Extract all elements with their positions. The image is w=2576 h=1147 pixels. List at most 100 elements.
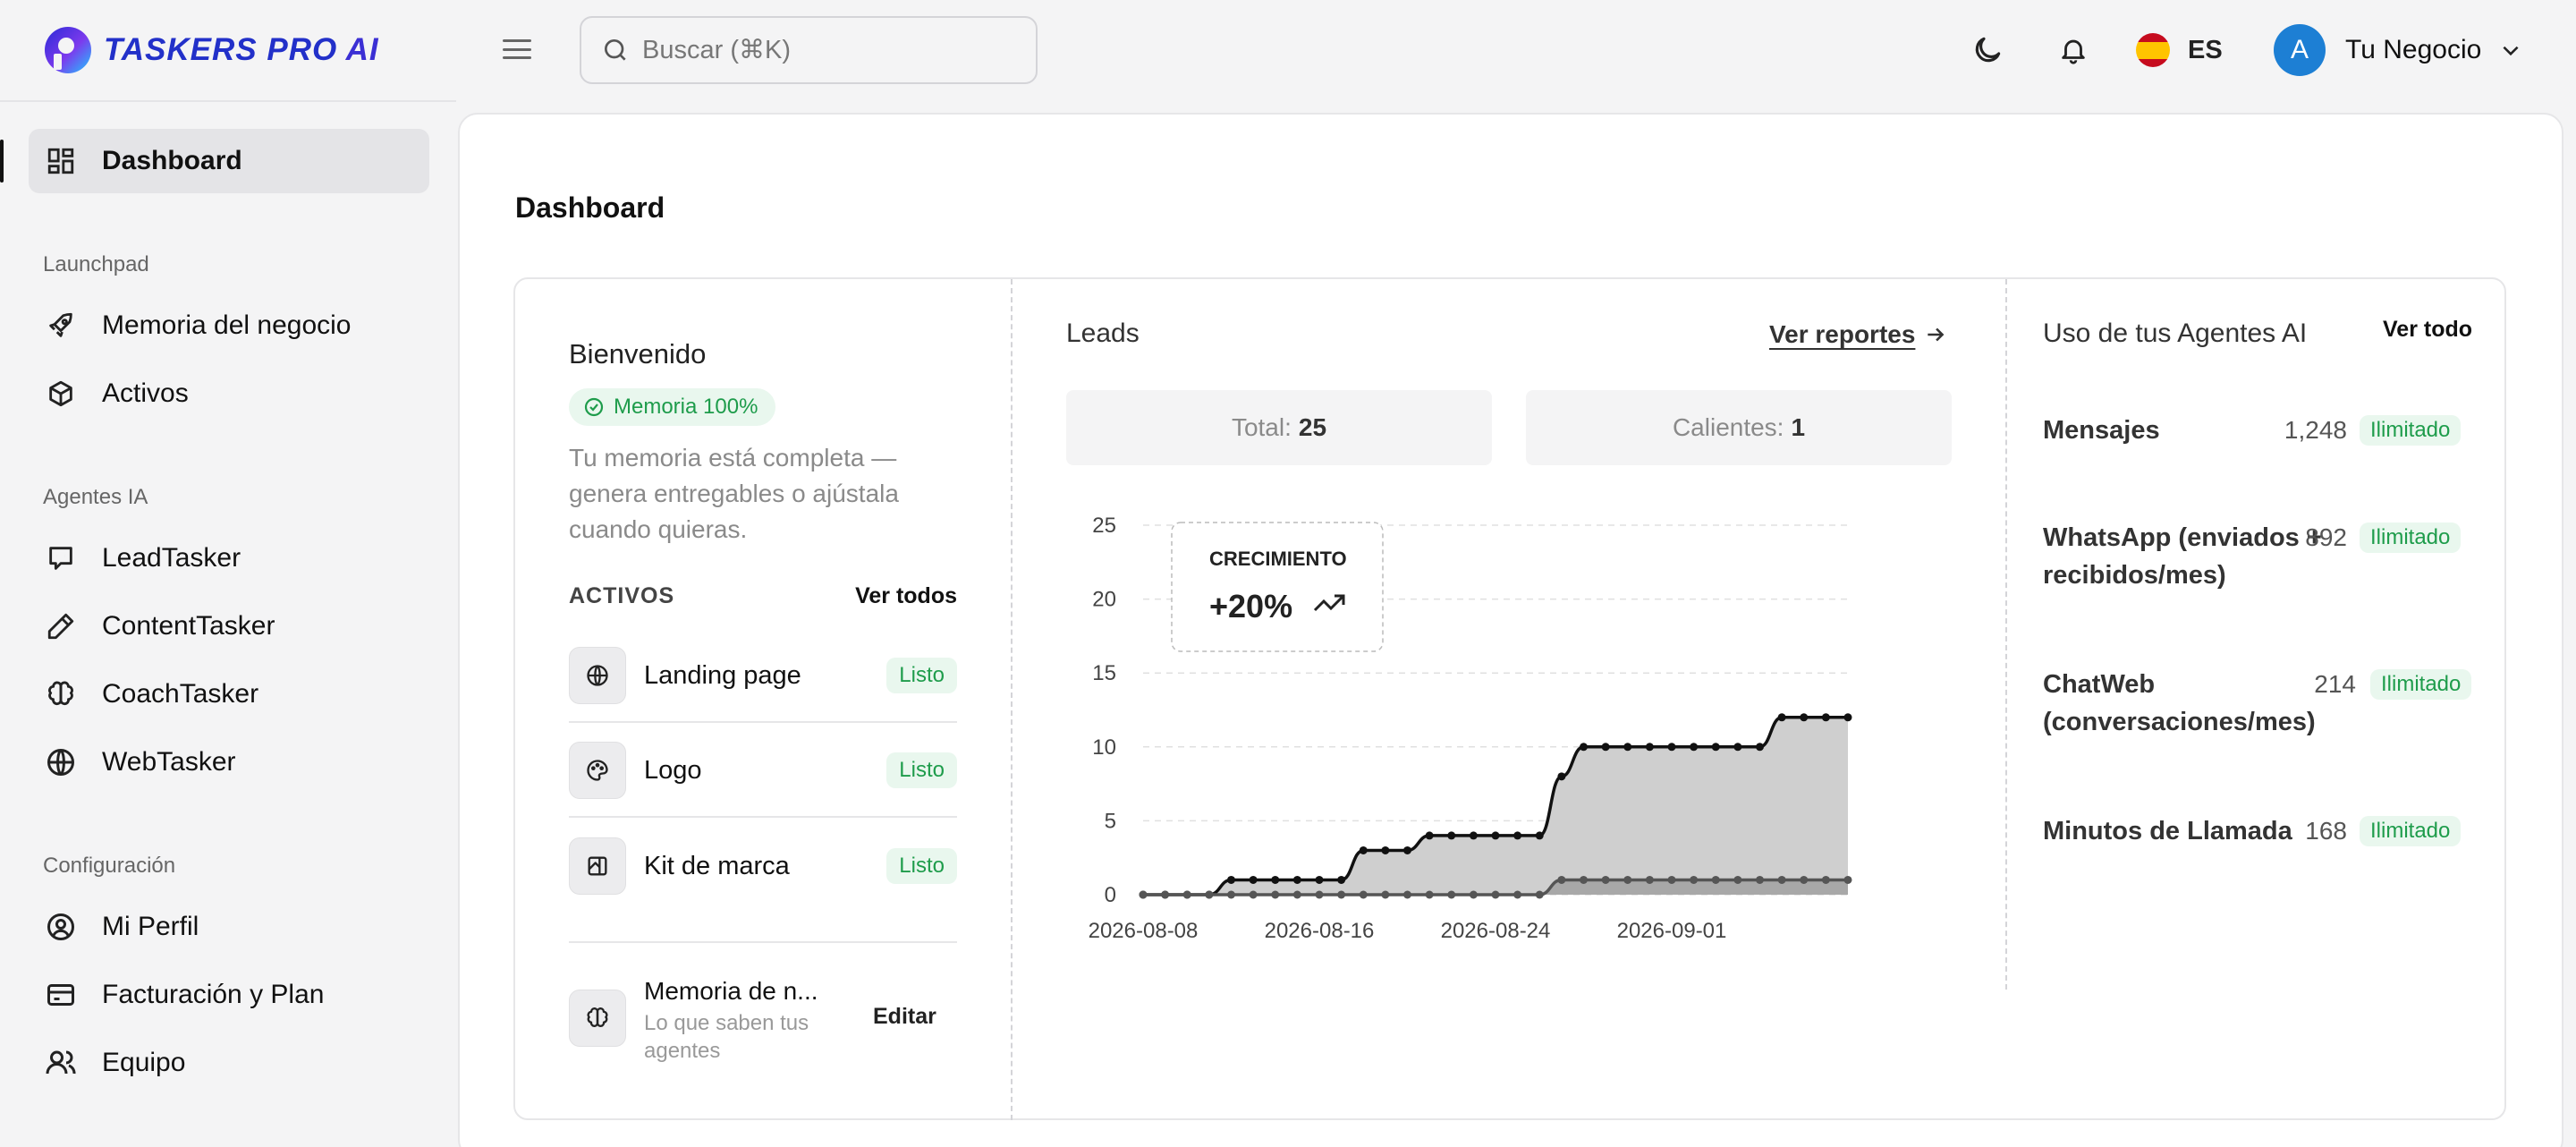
data-point — [1337, 890, 1346, 899]
y-tick-label: 10 — [1092, 735, 1116, 760]
menu-toggle-button[interactable] — [501, 36, 533, 63]
credit-card-icon — [43, 977, 79, 1013]
sidebar-item-perfil[interactable]: Mi Perfil — [29, 895, 429, 959]
check-circle-icon — [584, 397, 604, 417]
logo-mark-icon — [45, 27, 91, 73]
sidebar-item-label: Memoria del negocio — [102, 310, 352, 340]
data-point — [1403, 845, 1411, 854]
data-point — [1491, 831, 1500, 840]
data-point — [1557, 875, 1566, 884]
data-point — [1292, 890, 1301, 899]
data-point — [1359, 845, 1368, 854]
arrow-right-icon — [1928, 327, 1945, 342]
status-badge: Listo — [886, 752, 957, 788]
data-point — [1756, 875, 1764, 884]
brain-icon — [569, 990, 626, 1047]
language-selector[interactable]: ES — [2136, 27, 2223, 73]
view-all-assets-link[interactable]: Ver todos — [855, 583, 957, 608]
data-point — [1337, 875, 1346, 884]
sidebar-item-webtasker[interactable]: WebTasker — [29, 730, 429, 794]
x-tick-label: 2026-08-16 — [1265, 919, 1375, 943]
divider — [569, 941, 957, 943]
limit-badge: Ilimitado — [2370, 669, 2472, 700]
memory-status-badge: Memoria 100% — [569, 388, 776, 426]
data-point — [1403, 890, 1411, 899]
data-point — [1535, 890, 1544, 899]
data-point — [1161, 890, 1170, 899]
usage-name: WhatsApp (enviados + recibidos/mes) — [2043, 523, 2322, 590]
x-tick-label: 2026-09-01 — [1617, 919, 1727, 943]
account-menu[interactable]: A Tu Negocio — [2274, 23, 2522, 77]
users-icon — [43, 1045, 79, 1081]
view-all-usage-link[interactable]: Ver todo — [2383, 317, 2473, 342]
theme-toggle-button[interactable] — [1966, 29, 2009, 72]
limit-badge: Ilimitado — [2360, 816, 2462, 846]
brand-kit-icon — [569, 837, 626, 895]
total-leads-stat: Total: 25 — [1066, 390, 1492, 465]
data-point — [1667, 743, 1676, 752]
memory-title: Memoria de n... — [644, 977, 818, 1005]
data-point — [1711, 743, 1720, 752]
hot-label: Calientes: — [1672, 413, 1784, 441]
search-input[interactable] — [642, 35, 1018, 65]
asset-row-landing[interactable]: Landing page Listo — [569, 630, 957, 723]
data-point — [1623, 743, 1632, 752]
chat-icon — [43, 540, 79, 576]
search-box[interactable] — [580, 16, 1038, 84]
column-divider — [1011, 279, 1013, 1120]
data-point — [1557, 772, 1566, 781]
sidebar-item-label: Mi Perfil — [102, 912, 199, 941]
data-point — [1227, 890, 1235, 899]
data-point — [1580, 875, 1588, 884]
data-point — [1513, 831, 1522, 840]
sidebar-item-memoria[interactable]: Memoria del negocio — [29, 293, 429, 358]
brand-suffix: AI — [345, 32, 379, 67]
sidebar-item-contenttasker[interactable]: ContentTasker — [29, 594, 429, 658]
data-point — [1205, 890, 1214, 899]
memory-row[interactable]: Memoria de n... Lo que saben tus agentes… — [569, 970, 957, 1068]
y-tick-label: 20 — [1092, 588, 1116, 612]
dashboard-card — [513, 277, 2506, 1120]
sidebar-item-leadtasker[interactable]: LeadTasker — [29, 526, 429, 590]
data-point — [1733, 743, 1742, 752]
status-badge: Listo — [886, 658, 957, 693]
assets-header: ACTIVOS Ver todos — [569, 583, 957, 609]
data-point — [1249, 875, 1258, 884]
section-agentes: Agentes IA — [43, 485, 148, 509]
pencil-icon — [43, 608, 79, 644]
data-point — [1469, 890, 1478, 899]
active-indicator — [0, 140, 4, 183]
avatar: A — [2274, 24, 2326, 76]
brand-name: TASKERS PRO — [104, 32, 338, 67]
asset-row-brand-kit[interactable]: Kit de marca Listo — [569, 820, 957, 913]
data-point — [1645, 743, 1654, 752]
series-area — [1143, 717, 1848, 895]
total-label: Total: — [1231, 413, 1292, 441]
edit-memory-button[interactable]: Editar — [873, 1004, 936, 1029]
data-point — [1711, 875, 1720, 884]
y-tick-label: 15 — [1092, 661, 1116, 685]
page-title: Dashboard — [515, 191, 665, 224]
brand-logo[interactable]: TASKERS PRO AI — [45, 25, 379, 75]
hot-leads-stat: Calientes: 1 — [1526, 390, 1952, 465]
rocket-icon — [43, 308, 79, 344]
sidebar: Dashboard Launchpad Memoria del negocio … — [0, 100, 456, 1147]
sidebar-item-coachtasker[interactable]: CoachTasker — [29, 662, 429, 726]
sidebar-item-facturacion[interactable]: Facturación y Plan — [29, 963, 429, 1027]
notifications-button[interactable] — [2052, 29, 2095, 72]
memory-subtitle: Lo que saben tus agentes — [644, 1011, 809, 1063]
asset-row-logo[interactable]: Logo Listo — [569, 725, 957, 818]
data-point — [1756, 743, 1764, 752]
view-reports-link[interactable]: Ver reportes — [1769, 320, 1947, 349]
language-code: ES — [2188, 35, 2223, 64]
sidebar-item-equipo[interactable]: Equipo — [29, 1031, 429, 1095]
leads-title: Leads — [1066, 319, 1140, 348]
data-point — [1469, 831, 1478, 840]
sidebar-item-activos[interactable]: Activos — [29, 361, 429, 426]
asset-name: Landing page — [644, 660, 801, 690]
sidebar-item-dashboard[interactable]: Dashboard — [29, 129, 429, 193]
growth-value: +20% — [1209, 588, 1292, 624]
palette-icon — [569, 742, 626, 799]
www-icon — [43, 744, 79, 780]
data-point — [1777, 875, 1786, 884]
